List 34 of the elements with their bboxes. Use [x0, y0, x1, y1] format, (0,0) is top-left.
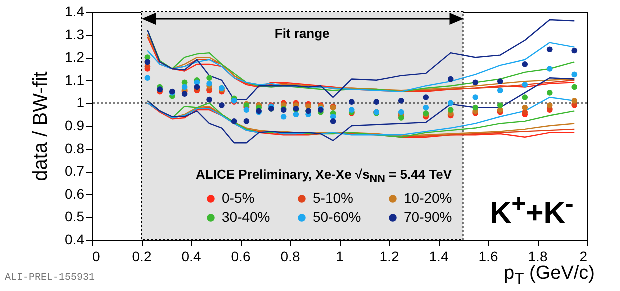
y-tick-label: 0.4 [65, 232, 85, 248]
x-tick-label: 2 [580, 248, 588, 264]
y-tick-label: 0.7 [65, 163, 85, 180]
x-tick-label: 1.8 [528, 248, 548, 264]
y-tick-label: 1.2 [65, 49, 85, 66]
x-tick-label: 0.8 [280, 248, 300, 264]
legend-label: 30-40% [222, 209, 270, 225]
legend-label: 70-90% [404, 209, 452, 225]
y-tick-label: 1 [76, 94, 85, 111]
x-tick-label: 0 [92, 248, 100, 264]
x-axis-title: p$_{T}$ (GeV/c) [504, 263, 595, 288]
text: ALI-PREL-155931 [5, 273, 96, 284]
y-tick-label: 1.3 [65, 26, 85, 42]
y-tick-label: 0.6 [65, 186, 85, 202]
annotation: ALICE Preliminary, Xe-Xe √s$_{NN}$ = 5.44 TeV [196, 167, 452, 186]
legend-label: 10-20% [404, 190, 452, 206]
x-tick-label: 1.2 [380, 248, 400, 264]
legend-label: 0-5% [222, 190, 255, 206]
y-tick-label: 1.1 [65, 72, 85, 88]
x-tick-label: 0.2 [132, 248, 152, 264]
band-label: Fit range [274, 26, 330, 41]
x-tick-label: 0.4 [182, 248, 202, 264]
legend-label: 50-60% [313, 209, 362, 225]
x-tick-label: 0.6 [231, 248, 251, 264]
legend-label: 5-10% [313, 190, 354, 206]
y-tick-label: 0.5 [65, 208, 85, 225]
y-axis-title: data / BW-fit [30, 71, 52, 182]
y-tick-label: 0.9 [65, 118, 85, 134]
y-tick-label: 0.8 [65, 140, 85, 156]
y-tick-label: 1.4 [65, 4, 85, 20]
x-tick-label: 1 [336, 248, 344, 264]
x-tick-label: 1.6 [478, 248, 498, 264]
annotation: K$^{+}$+K$^{-}$ [490, 190, 574, 230]
x-tick-label: 1.4 [429, 248, 449, 264]
